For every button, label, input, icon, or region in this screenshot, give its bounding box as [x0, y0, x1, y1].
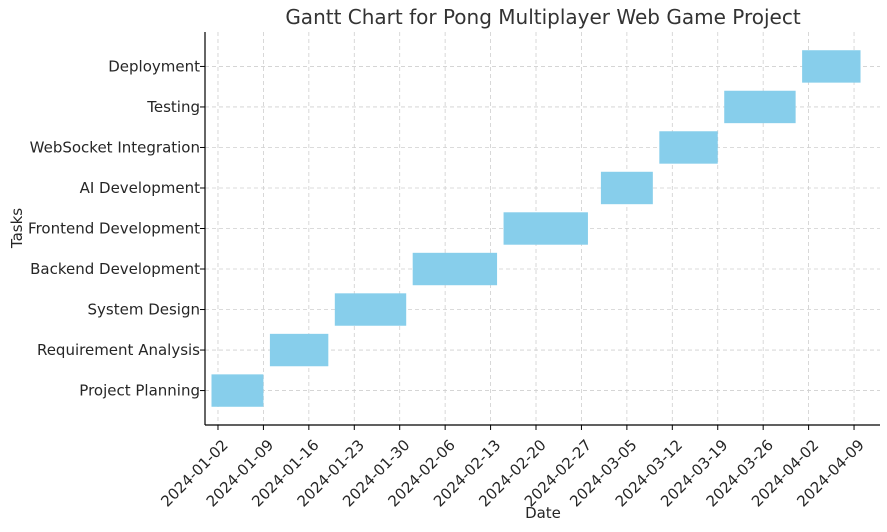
y-tick-label: AI Development: [80, 179, 201, 197]
gantt-bar: [412, 252, 498, 286]
y-tick-label: Testing: [146, 98, 200, 116]
x-tick-labels: 2024-01-022024-01-092024-01-162024-01-23…: [157, 436, 867, 510]
y-tick-label: Backend Development: [30, 260, 200, 278]
gantt-bar: [269, 333, 329, 367]
gantt-bar: [600, 171, 653, 205]
gantt-bar: [334, 293, 407, 326]
y-tick-label: Frontend Development: [28, 220, 200, 238]
y-tick-label: Project Planning: [79, 382, 200, 400]
y-axis-label: Tasks: [8, 208, 26, 249]
y-tick-label: Requirement Analysis: [37, 341, 200, 359]
y-tick-label: WebSocket Integration: [30, 138, 200, 156]
gantt-bar: [724, 90, 796, 124]
gantt-bar: [211, 374, 264, 407]
gantt-bar: [802, 50, 861, 83]
y-tick-label: System Design: [88, 301, 201, 319]
gantt-bar: [503, 212, 588, 245]
axes: [200, 32, 880, 430]
x-axis-label: Date: [525, 504, 561, 522]
bars: [211, 50, 861, 407]
y-tick-label: Deployment: [108, 57, 200, 75]
gantt-bar: [659, 131, 718, 164]
chart-title: Gantt Chart for Pong Multiplayer Web Gam…: [285, 5, 801, 29]
y-tick-labels: Project Planning Requirement Analysis Syst…: [28, 57, 200, 399]
